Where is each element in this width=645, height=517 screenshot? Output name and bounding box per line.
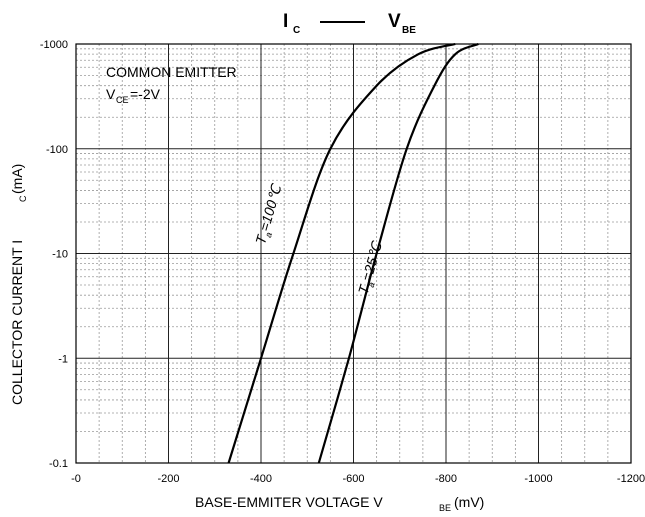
curve-label-rest: =25℃ <box>358 238 385 283</box>
x-axis-label-sub: BE <box>439 503 451 513</box>
annotation-line1: COMMON EMITTER <box>106 64 237 80</box>
x-tick-label: -1200 <box>617 473 645 485</box>
x-tick-label: -800 <box>435 473 457 485</box>
curve-labels: Ta=100℃ Ta=25℃ <box>252 181 389 296</box>
x-tick-label: -600 <box>342 473 364 485</box>
x-tick-label: -200 <box>157 473 179 485</box>
y-tick-label: -1 <box>58 353 68 365</box>
y-axis-label-unit: (mA) <box>9 164 25 194</box>
curve-label-sub: a <box>263 231 274 239</box>
title-left-sub: C <box>293 25 300 36</box>
x-axis-label-main: BASE-EMMITER VOLTAGE V <box>195 494 383 510</box>
annotation-line2-main: V <box>106 86 116 102</box>
curve-label-ta-25: Ta=25℃ <box>355 238 389 296</box>
x-tick-label: -400 <box>250 473 272 485</box>
x-axis-label-unit: (mV) <box>454 494 484 510</box>
curve-ta-25 <box>317 42 479 464</box>
annotation: COMMON EMITTER V CE =-2V <box>106 64 237 105</box>
title-right: V <box>388 11 401 32</box>
x-tick-label: -0 <box>71 473 81 485</box>
x-tick-label: -1000 <box>524 473 552 485</box>
plot-frame <box>75 43 632 464</box>
chart-title: I C V BE <box>283 11 416 36</box>
y-tick-label: -10 <box>52 249 68 261</box>
curve-label-rest: =100℃ <box>256 181 285 233</box>
curve-label-text: Ta=100℃ <box>252 181 288 247</box>
curve-ta-100 <box>227 42 456 464</box>
y-tick-label: -1000 <box>40 39 68 51</box>
y-tick-label: -100 <box>46 144 68 156</box>
curve-label-text: Ta=25℃ <box>355 238 389 296</box>
y-axis-label-main: COLLECTOR CURRENT I <box>9 240 25 405</box>
annotation-line2-rest: =-2V <box>130 86 161 102</box>
curves <box>227 42 479 464</box>
x-tick-labels: -0 -200 -400 -600 -800 -1000 -1200 <box>71 473 645 485</box>
y-tick-label: -0.1 <box>49 458 68 470</box>
title-right-sub: BE <box>402 25 416 36</box>
annotation-line2-sub: CE <box>116 95 129 105</box>
y-axis-label-sub: C <box>18 195 28 202</box>
curve-label-sub: a <box>366 281 377 289</box>
y-tick-labels: -0.1 -1 -10 -100 -1000 <box>40 39 68 470</box>
y-axis-label: COLLECTOR CURRENT I C (mA) <box>9 164 28 405</box>
curve-label-ta-100: Ta=100℃ <box>252 181 288 247</box>
title-left: I <box>283 11 288 32</box>
grid-major <box>76 44 631 463</box>
x-axis-label: BASE-EMMITER VOLTAGE V BE (mV) <box>195 494 484 513</box>
